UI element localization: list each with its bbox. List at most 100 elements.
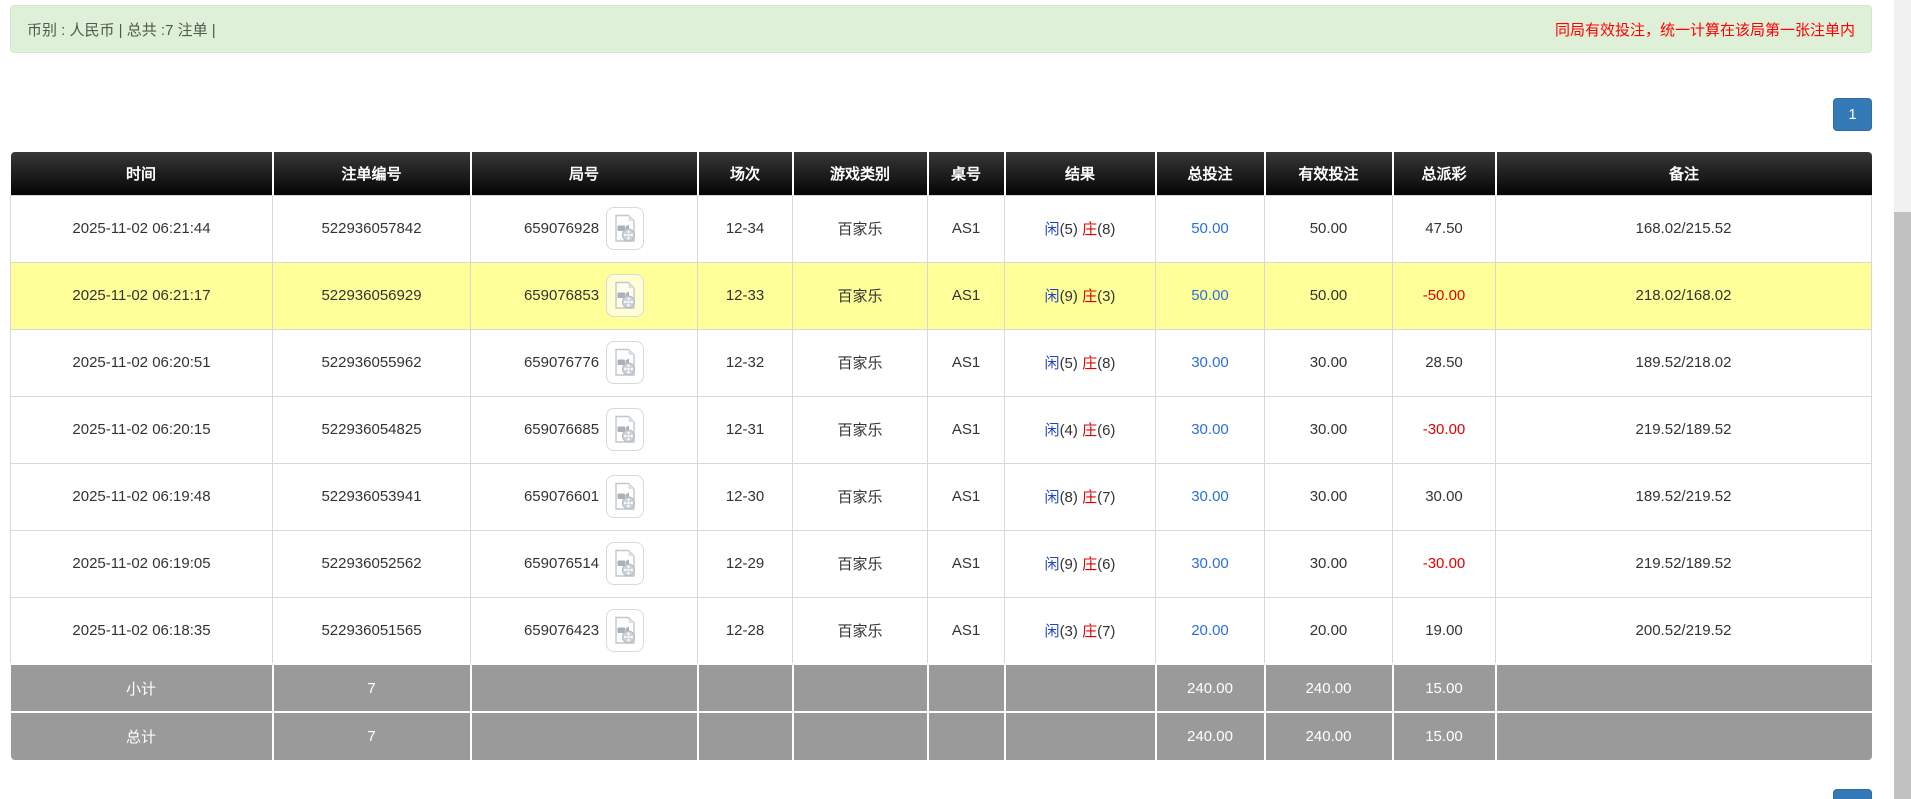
cell-round: 659076928: [470, 194, 698, 263]
player-result-label: 闲: [1044, 221, 1060, 238]
bet-record-row: 2025-11-02 06:20:51 522936055962 6590767…: [10, 328, 1872, 397]
cell-payout: 28.50: [1392, 328, 1496, 397]
player-result-label: 闲: [1044, 355, 1060, 372]
summary-label: 小计: [10, 663, 273, 712]
summary-empty-remark: [1494, 711, 1872, 760]
video-replay-icon[interactable]: [606, 608, 645, 652]
summary-valid-bet: 240.00: [1263, 663, 1393, 712]
pagination-top: 1: [1833, 98, 1872, 131]
page-1-button[interactable]: 1: [1833, 98, 1872, 131]
round-number: 659076601: [523, 488, 600, 505]
cell-remark: 168.02/215.52: [1495, 194, 1872, 263]
cell-game-type: 百家乐: [792, 261, 928, 330]
vertical-scrollbar[interactable]: [1894, 0, 1911, 799]
cell-table-no: AS1: [927, 194, 1005, 263]
total-bet-link[interactable]: 30.00: [1191, 421, 1229, 438]
bet-record-row: 2025-11-02 06:20:15 522936054825 6590766…: [10, 395, 1872, 464]
round-number: 659076685: [523, 421, 600, 438]
cell-remark: 218.02/168.02: [1495, 261, 1872, 330]
summary-empty-round: [469, 663, 698, 712]
summary-total-bet: 240.00: [1154, 663, 1265, 712]
cell-bet-id: 522936052562: [272, 529, 471, 598]
cell-table-no: AS1: [927, 462, 1005, 531]
banker-result-score: (6): [1097, 422, 1116, 439]
bet-record-row: 2025-11-02 06:19:05 522936052562 6590765…: [10, 529, 1872, 598]
player-result-score: (9): [1059, 556, 1078, 573]
summary-label: 总计: [10, 711, 273, 760]
header-session: 场次: [696, 152, 793, 195]
bet-record-row: 2025-11-02 06:18:35 522936051565 6590764…: [10, 596, 1872, 665]
player-result-score: (5): [1059, 355, 1078, 372]
cell-total-bet: 30.00: [1155, 328, 1265, 397]
header-result: 结果: [1003, 152, 1156, 195]
bet-record-row: 2025-11-02 06:19:48 522936053941 6590766…: [10, 462, 1872, 531]
total-bet-link[interactable]: 20.00: [1191, 621, 1229, 639]
banker-result-label: 庄: [1082, 221, 1098, 238]
cell-total-bet: 30.00: [1155, 462, 1265, 531]
video-replay-icon[interactable]: [606, 475, 645, 518]
total-bet-link[interactable]: 30.00: [1191, 555, 1229, 572]
player-result-score: (4): [1059, 422, 1078, 439]
banker-result-score: (7): [1097, 489, 1116, 506]
player-result-score: (3): [1059, 622, 1078, 640]
cell-round: 659076601: [470, 462, 698, 531]
cell-valid-bet: 30.00: [1264, 529, 1393, 598]
cell-session: 12-34: [697, 194, 793, 263]
video-replay-icon[interactable]: [606, 542, 645, 585]
cell-game-type: 百家乐: [792, 462, 928, 531]
cell-time: 2025-11-02 06:19:05: [10, 529, 273, 598]
cell-total-bet: 30.00: [1155, 529, 1265, 598]
cell-game-type: 百家乐: [792, 328, 928, 397]
total-bet-link[interactable]: 50.00: [1191, 287, 1229, 304]
header-payout: 总派彩: [1391, 152, 1496, 195]
cell-bet-id: 522936057842: [272, 194, 471, 263]
cell-result: 闲(5) 庄(8): [1004, 194, 1156, 263]
video-replay-icon[interactable]: [606, 408, 645, 451]
cell-game-type: 百家乐: [792, 194, 928, 263]
cell-time: 2025-11-02 06:21:17: [10, 261, 273, 330]
header-game-type: 游戏类别: [791, 152, 928, 195]
cell-session: 12-28: [697, 596, 793, 665]
video-replay-icon[interactable]: [606, 207, 645, 250]
video-replay-icon[interactable]: [606, 274, 645, 317]
cell-session: 12-29: [697, 529, 793, 598]
cell-table-no: AS1: [927, 596, 1005, 665]
total-bet-link[interactable]: 50.00: [1191, 220, 1229, 237]
page-1-button-bottom[interactable]: 1: [1833, 789, 1872, 799]
player-result-label: 闲: [1044, 556, 1060, 573]
cell-time: 2025-11-02 06:18:35: [10, 596, 273, 665]
total-bet-link[interactable]: 30.00: [1191, 488, 1229, 505]
valid-bet-notice-text: 同局有效投注，统一计算在该局第一张注单内: [1554, 21, 1855, 39]
video-replay-icon[interactable]: [606, 341, 645, 384]
header-total-bet: 总投注: [1154, 152, 1265, 195]
cell-result: 闲(9) 庄(6): [1004, 529, 1156, 598]
cell-payout: -50.00: [1392, 261, 1496, 330]
cell-result: 闲(3) 庄(7): [1004, 596, 1156, 665]
banker-result-label: 庄: [1082, 622, 1098, 640]
banker-result-score: (3): [1097, 288, 1116, 305]
cell-total-bet: 50.00: [1155, 194, 1265, 263]
banker-result-label: 庄: [1082, 288, 1098, 305]
header-valid-bet: 有效投注: [1263, 152, 1393, 195]
cell-game-type: 百家乐: [792, 596, 928, 665]
cell-remark: 189.52/219.52: [1495, 462, 1872, 531]
cell-game-type: 百家乐: [792, 395, 928, 464]
scrollbar-thumb[interactable]: [1894, 212, 1911, 799]
table-header: 时间 注单编号 局号 场次 游戏类别 桌号 结果 总投注 有效投注 总派彩 备注: [10, 152, 1872, 195]
cell-time: 2025-11-02 06:20:15: [10, 395, 273, 464]
summary-empty-session: [696, 711, 793, 760]
header-table-no: 桌号: [926, 152, 1005, 195]
cell-remark: 219.52/189.52: [1495, 529, 1872, 598]
total-bet-link[interactable]: 30.00: [1191, 354, 1229, 371]
header-bet-id: 注单编号: [271, 152, 471, 195]
banker-result-label: 庄: [1082, 556, 1098, 573]
cell-total-bet: 50.00: [1155, 261, 1265, 330]
player-result-score: (5): [1059, 221, 1078, 238]
banker-result-score: (7): [1097, 622, 1116, 640]
header-time: 时间: [10, 152, 273, 195]
summary-empty-session: [696, 663, 793, 712]
cell-valid-bet: 20.00: [1264, 596, 1393, 665]
cell-payout: -30.00: [1392, 395, 1496, 464]
cell-valid-bet: 50.00: [1264, 194, 1393, 263]
cell-result: 闲(9) 庄(3): [1004, 261, 1156, 330]
